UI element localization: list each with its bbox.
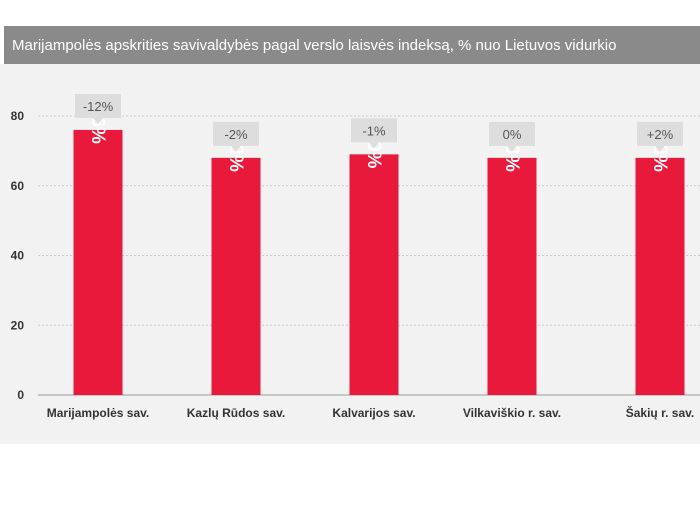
x-category-label: Vilkaviškio r. sav. — [463, 406, 561, 420]
bar — [349, 154, 399, 395]
change-label: -12% — [83, 99, 114, 114]
change-callout-pointer — [93, 117, 103, 124]
change-callout — [75, 93, 121, 118]
change-label: 0% — [503, 127, 522, 142]
change-callout — [637, 121, 683, 146]
y-tick-label: 60 — [11, 179, 25, 193]
y-tick-label: 80 — [11, 109, 25, 123]
x-category-label: Marijampolės sav. — [47, 406, 150, 420]
bar — [487, 157, 537, 395]
bar — [635, 157, 685, 395]
x-category-label: Kazlų Rūdos sav. — [187, 406, 285, 420]
change-label: +2% — [647, 127, 674, 142]
change-label: -2% — [224, 127, 248, 142]
x-category-label: Šakių r. sav. — [626, 405, 695, 420]
bar — [211, 157, 261, 395]
y-tick-label: 20 — [11, 318, 25, 332]
change-callout-pointer — [369, 142, 379, 149]
change-callout-pointer — [507, 145, 517, 152]
change-callout — [213, 121, 259, 146]
bar — [73, 129, 123, 395]
y-tick-label: 0 — [17, 388, 24, 402]
change-callout-pointer — [231, 145, 241, 152]
change-callout-pointer — [655, 145, 665, 152]
chart-title-bar: Marijampolės apskrities savivaldybės pag… — [4, 26, 700, 64]
chart-title: Marijampolės apskrities savivaldybės pag… — [12, 36, 617, 54]
change-callout — [351, 118, 397, 143]
change-label: -1% — [362, 123, 386, 138]
x-category-label: Kalvarijos sav. — [332, 406, 415, 420]
change-callout — [489, 121, 535, 146]
y-tick-label: 40 — [11, 249, 25, 263]
